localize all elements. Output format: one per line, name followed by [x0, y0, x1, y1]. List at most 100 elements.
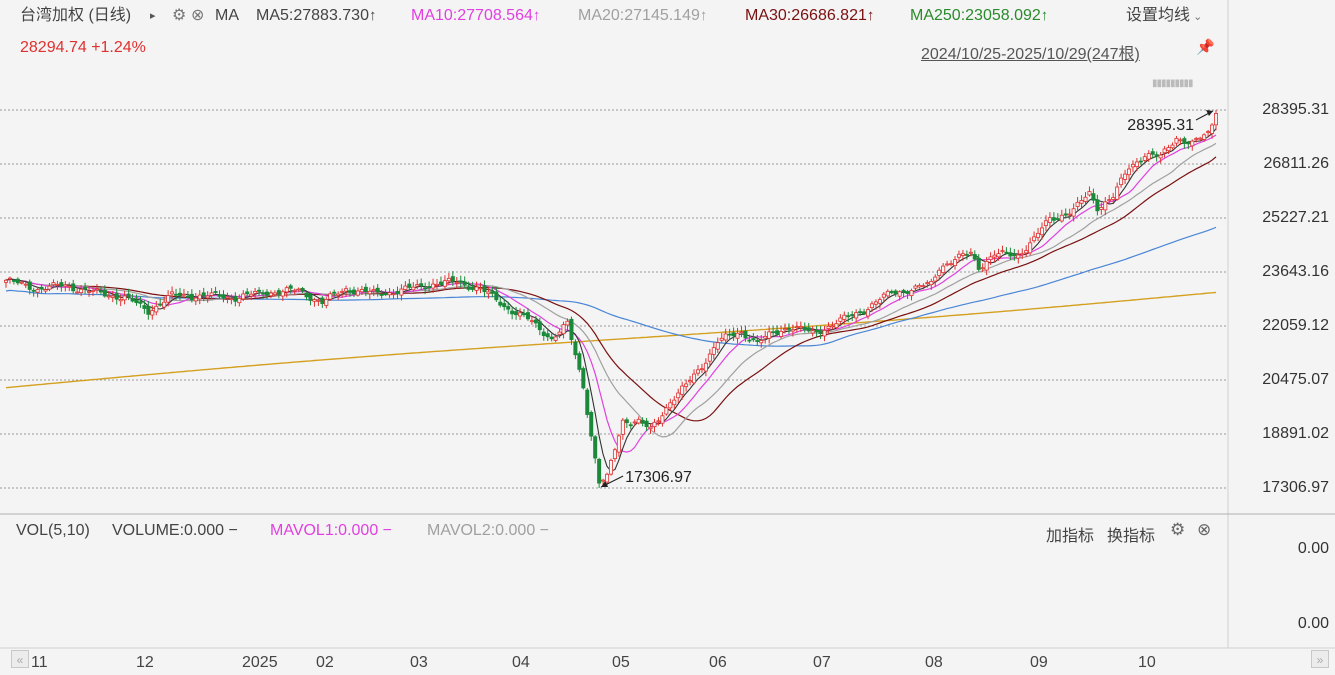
candle-up	[664, 407, 669, 415]
candle-down	[450, 276, 455, 282]
candle-down	[494, 291, 499, 301]
ma30-value: MA30:26686.821↑	[745, 7, 875, 24]
candle-up	[1158, 154, 1163, 159]
candle-down	[573, 341, 578, 356]
candle-down	[245, 291, 250, 295]
close-icon[interactable]: ⊗	[191, 7, 205, 24]
candle-down	[506, 306, 511, 310]
candle-up	[312, 299, 317, 302]
switch-indicator-button[interactable]: 换指标	[1107, 528, 1156, 545]
candle-up	[336, 293, 341, 296]
candle-up	[984, 261, 989, 271]
date-range[interactable]: 2024/10/25-2025/10/29(247根)	[921, 46, 1140, 63]
candle-up	[442, 280, 447, 287]
candle-down	[786, 328, 791, 330]
candle-up	[719, 337, 724, 341]
candle-down	[174, 293, 179, 296]
candle-down	[731, 332, 736, 337]
candle-up	[1127, 168, 1132, 176]
candle-up	[316, 299, 321, 302]
candle-down	[577, 353, 582, 370]
candle-up	[229, 298, 234, 301]
candle-up	[881, 293, 886, 298]
candle-up	[996, 253, 1001, 258]
candle-up	[826, 326, 831, 329]
ma-settings-button[interactable]: 设置均线 ⌄	[1126, 7, 1203, 24]
candle-down	[1055, 218, 1060, 220]
candle-down	[597, 458, 602, 484]
candle-down	[1008, 252, 1013, 257]
candle-up	[929, 281, 934, 286]
volume-close-icon[interactable]: ⊗	[1197, 520, 1212, 539]
candle-down	[498, 301, 503, 306]
volume-gear-icon[interactable]: ⚙	[1170, 520, 1186, 539]
candle-up	[23, 283, 28, 286]
month-label: 11	[31, 654, 48, 671]
candle-up	[1067, 213, 1072, 216]
candles	[4, 110, 1219, 488]
candle-down	[201, 292, 206, 297]
candle-up	[1210, 124, 1215, 134]
candle-up	[268, 292, 273, 297]
candle-up	[1115, 186, 1120, 200]
candle-up	[834, 323, 839, 328]
candle-down	[1091, 193, 1096, 201]
candle-up	[1036, 232, 1041, 238]
candle-up	[79, 288, 84, 294]
month-label: 08	[925, 654, 943, 671]
candle-down	[747, 339, 752, 342]
candle-up	[1103, 201, 1108, 211]
candle-up	[1119, 177, 1124, 186]
candle-up	[684, 383, 689, 387]
candle-up	[399, 288, 404, 296]
candle-up	[1047, 217, 1052, 223]
gear-icon[interactable]: ⚙	[172, 7, 187, 24]
candle-up	[387, 292, 392, 296]
volume-axis-bottom: 0.00	[1297, 615, 1329, 632]
price-tick-label: 22059.12	[1262, 316, 1329, 334]
candle-down	[407, 283, 412, 288]
candle-up	[225, 296, 230, 299]
scroll-left-button[interactable]: «	[11, 650, 29, 668]
candle-up	[435, 283, 440, 286]
candle-down	[482, 285, 487, 293]
candle-up	[869, 303, 874, 309]
candle-down	[818, 330, 823, 334]
candle-up	[723, 333, 728, 341]
candle-down	[585, 389, 590, 415]
candle-down	[221, 294, 226, 299]
candle-down	[581, 368, 586, 389]
ma250-up-arrow-icon: ↑	[1040, 7, 1049, 24]
scroll-right-button[interactable]: »	[1311, 650, 1329, 668]
candle-up	[553, 336, 558, 341]
candle-up	[866, 309, 871, 317]
candle-up	[1111, 197, 1116, 200]
expand-triangle-icon[interactable]: ▸	[150, 10, 156, 22]
ma20-value: MA20:27145.149↑	[578, 7, 708, 24]
index-title[interactable]: 台湾加权 (日线)	[20, 7, 132, 24]
price-tick-label: 20475.07	[1262, 370, 1329, 388]
candle-up	[518, 312, 523, 317]
mavol2-value: MAVOL2:0.000 −	[427, 522, 550, 539]
candle-up	[956, 253, 961, 258]
candle-up	[47, 285, 52, 290]
candle-up	[988, 256, 993, 260]
ma250-line	[5, 291, 1217, 389]
candle-down	[427, 286, 432, 289]
candle-up	[909, 290, 914, 297]
ma20-up-arrow-icon: ↑	[699, 7, 708, 24]
candle-down	[1012, 253, 1017, 257]
add-indicator-button[interactable]: 加指标	[1046, 528, 1095, 545]
candle-up	[1206, 131, 1211, 133]
candle-up	[1000, 250, 1005, 253]
pin-icon[interactable]: 📌	[1196, 39, 1215, 56]
candle-up	[4, 279, 9, 283]
candle-down	[419, 283, 424, 287]
candle-up	[486, 291, 491, 295]
candle-down	[569, 318, 574, 340]
candle-up	[272, 292, 277, 295]
candle-down	[276, 290, 281, 295]
ma20-line	[5, 142, 1217, 438]
candle-up	[1146, 153, 1151, 160]
